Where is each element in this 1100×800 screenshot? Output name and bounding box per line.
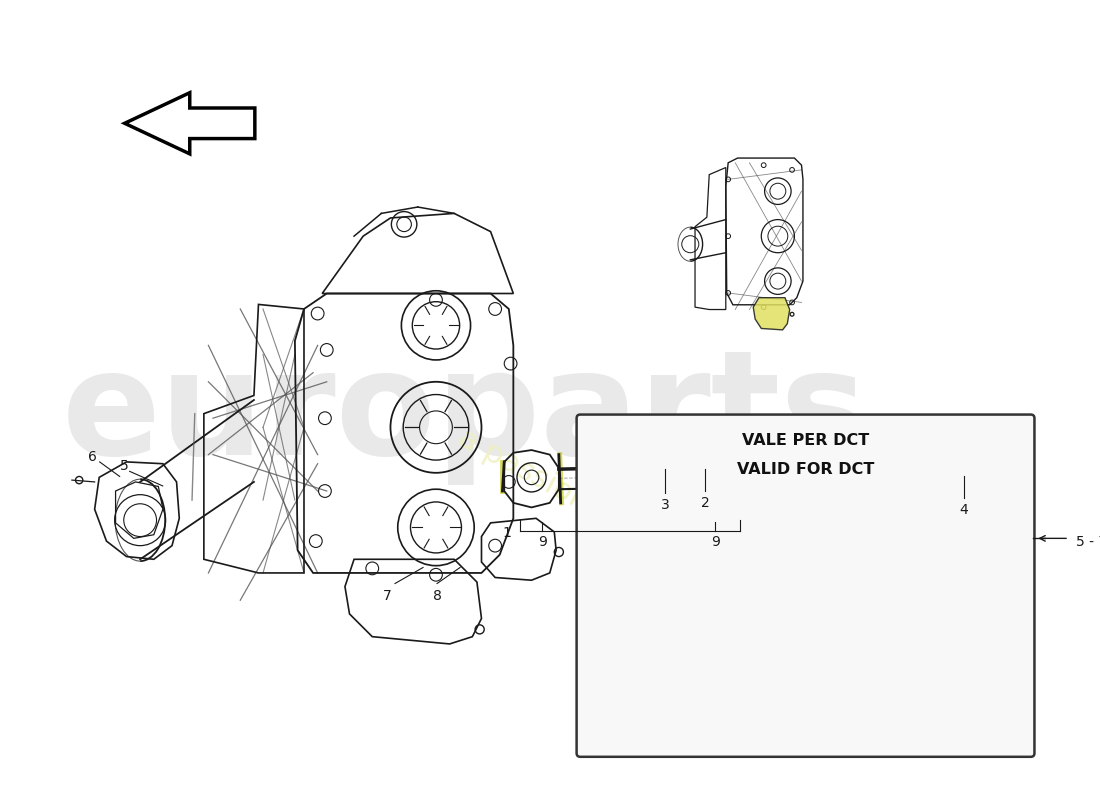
Text: 3: 3 — [661, 498, 670, 512]
FancyBboxPatch shape — [576, 414, 1034, 757]
Text: europarts: europarts — [62, 344, 868, 485]
Text: 6: 6 — [88, 450, 97, 464]
Text: 9: 9 — [711, 534, 719, 549]
Text: a passion for parts since: a passion for parts since — [453, 423, 798, 624]
Text: 2: 2 — [701, 496, 710, 510]
Text: 1: 1 — [503, 526, 512, 540]
Text: 5 - 7: 5 - 7 — [1076, 535, 1100, 549]
Polygon shape — [754, 298, 790, 330]
Text: VALE PER DCT: VALE PER DCT — [741, 433, 869, 448]
Polygon shape — [124, 93, 255, 154]
Text: 8: 8 — [432, 590, 441, 603]
Text: 7: 7 — [383, 590, 392, 603]
Text: 9: 9 — [538, 534, 547, 549]
Text: VALID FOR DCT: VALID FOR DCT — [737, 462, 874, 477]
Text: 4: 4 — [959, 503, 968, 518]
Polygon shape — [838, 453, 867, 493]
Text: 5: 5 — [120, 458, 129, 473]
